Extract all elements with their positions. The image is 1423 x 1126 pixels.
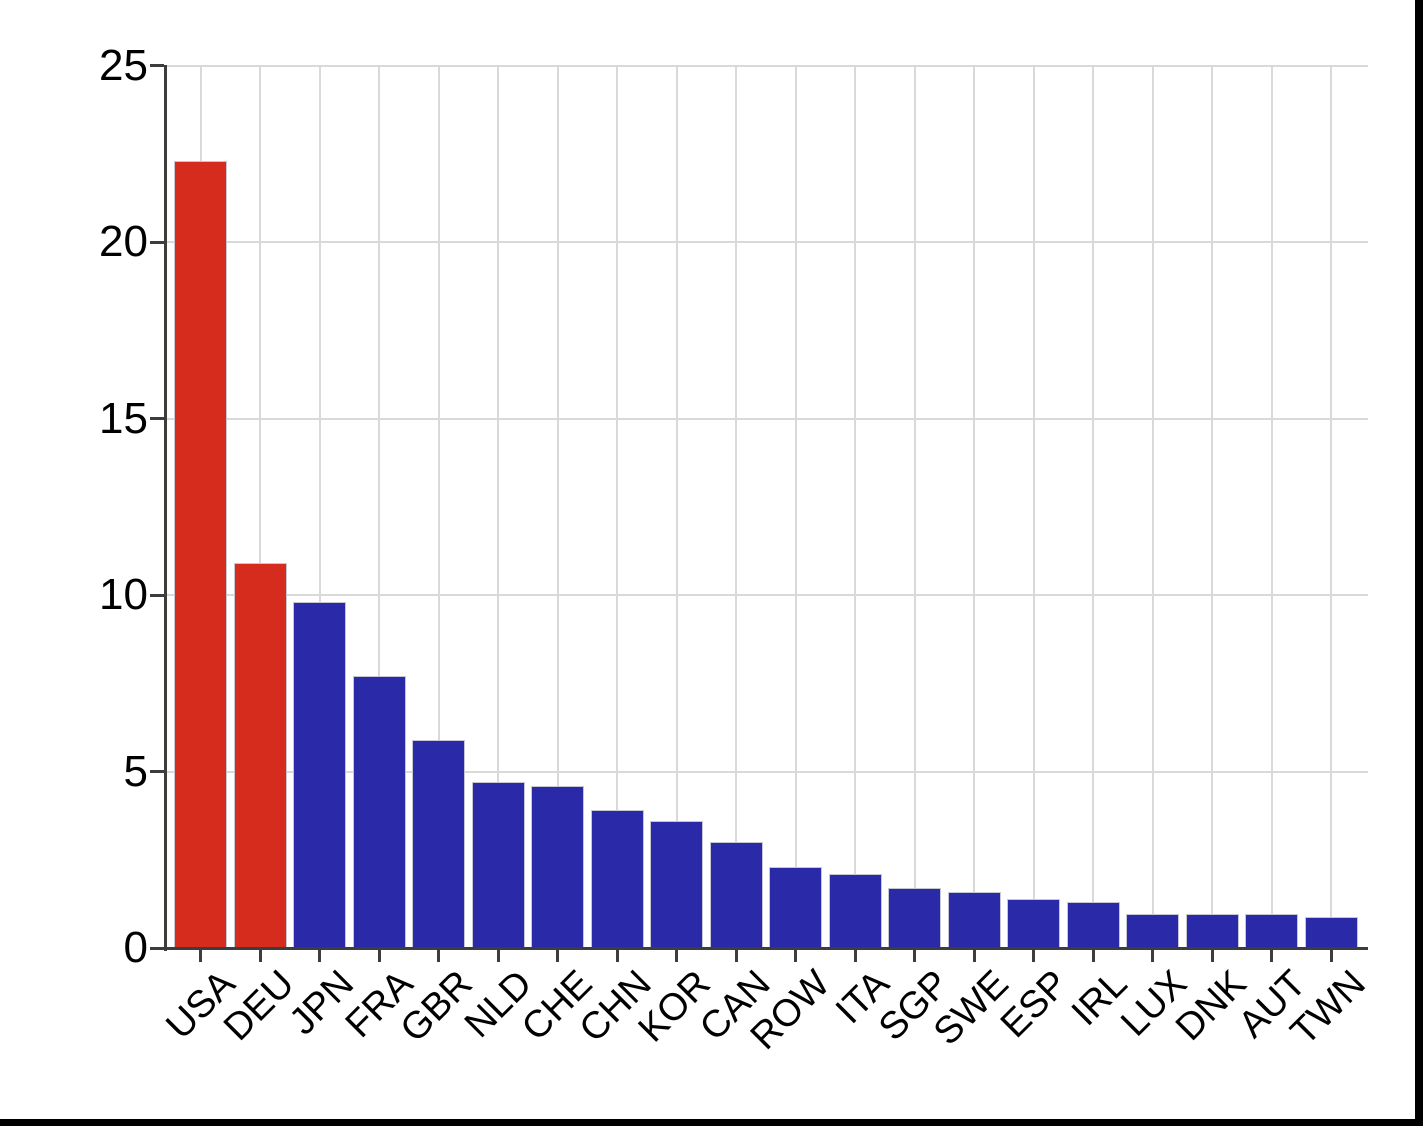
bar-esp	[1007, 898, 1061, 948]
x-axis-tick	[615, 949, 619, 962]
v-gridline	[675, 65, 678, 948]
h-gridline	[166, 594, 1368, 596]
x-tick-label-esp: ESP	[992, 962, 1077, 1047]
v-gridline	[973, 65, 976, 948]
x-axis-tick	[1210, 949, 1214, 962]
x-axis-tick	[913, 949, 917, 962]
bar-nld	[471, 782, 525, 948]
bar-ita	[828, 873, 882, 948]
x-axis-tick	[1329, 949, 1333, 962]
v-gridline	[259, 65, 262, 948]
v-gridline	[1032, 65, 1035, 948]
bar-twn	[1304, 916, 1358, 948]
x-axis-tick	[1032, 949, 1036, 962]
y-tick-label: 10	[99, 570, 148, 619]
bar-deu	[233, 563, 287, 948]
bar-aut	[1245, 914, 1299, 948]
v-gridline	[378, 65, 381, 948]
v-gridline	[1330, 65, 1333, 948]
x-axis-tick	[496, 949, 500, 962]
y-tick-label: 5	[123, 746, 148, 796]
bar-irl	[1066, 902, 1120, 948]
y-tick-label: 15	[99, 393, 148, 443]
v-gridline	[318, 65, 321, 948]
x-axis-tick	[199, 949, 203, 962]
bar-gbr	[412, 739, 466, 948]
y-tick-label: 25	[99, 40, 148, 90]
y-tick-label: 20	[99, 217, 148, 266]
bar-lux	[1126, 914, 1180, 948]
bar-che	[531, 785, 585, 948]
bar-dnk	[1185, 914, 1239, 948]
bar-can	[709, 842, 763, 948]
x-axis-tick	[675, 949, 679, 962]
x-axis-tick	[437, 949, 441, 962]
v-gridline	[616, 65, 619, 948]
v-gridline	[437, 65, 440, 948]
x-axis-spine	[162, 947, 1368, 950]
h-gridline	[166, 241, 1368, 243]
v-gridline	[854, 65, 857, 948]
screen-right-edge	[1415, 0, 1423, 1126]
x-axis-tick	[1270, 949, 1274, 962]
bar-sgp	[888, 887, 942, 948]
x-axis-tick	[734, 949, 738, 962]
y-axis-tick	[150, 64, 164, 67]
v-gridline	[913, 65, 916, 948]
bar-usa	[174, 160, 228, 948]
screen-bottom-edge	[0, 1119, 1423, 1126]
bar-swe	[947, 891, 1001, 948]
bar-row	[769, 866, 823, 948]
bar-fra	[352, 676, 406, 948]
v-gridline	[497, 65, 500, 948]
x-axis-tick	[377, 949, 381, 962]
x-axis-tick	[1091, 949, 1095, 962]
x-axis-tick	[318, 949, 322, 962]
x-axis-tick	[794, 949, 798, 962]
v-gridline	[794, 65, 797, 948]
y-axis-tick	[150, 240, 164, 244]
x-axis-tick	[1151, 949, 1155, 962]
y-axis-tick	[150, 417, 164, 420]
y-axis-spine	[164, 64, 167, 951]
x-axis-tick	[556, 949, 560, 962]
y-axis-tick	[150, 770, 164, 773]
x-axis-tick	[258, 949, 262, 962]
bar-kor	[650, 820, 704, 948]
y-tick-label: 0	[123, 923, 148, 972]
h-gridline	[166, 770, 1368, 773]
x-axis-tick	[972, 949, 976, 962]
y-axis-tick	[150, 946, 164, 950]
v-gridline	[1151, 65, 1154, 948]
x-axis-tick	[853, 949, 857, 962]
v-gridline	[1211, 65, 1214, 948]
x-tick-label-jpn: JPN	[281, 962, 363, 1044]
bar-chn	[590, 810, 644, 948]
v-gridline	[1270, 65, 1273, 948]
y-axis-tick	[150, 593, 164, 597]
v-gridline	[735, 65, 738, 948]
v-gridline	[556, 65, 559, 948]
v-gridline	[1092, 65, 1095, 948]
bar-jpn	[293, 602, 347, 948]
h-gridline	[166, 64, 1368, 67]
h-gridline	[166, 417, 1368, 420]
